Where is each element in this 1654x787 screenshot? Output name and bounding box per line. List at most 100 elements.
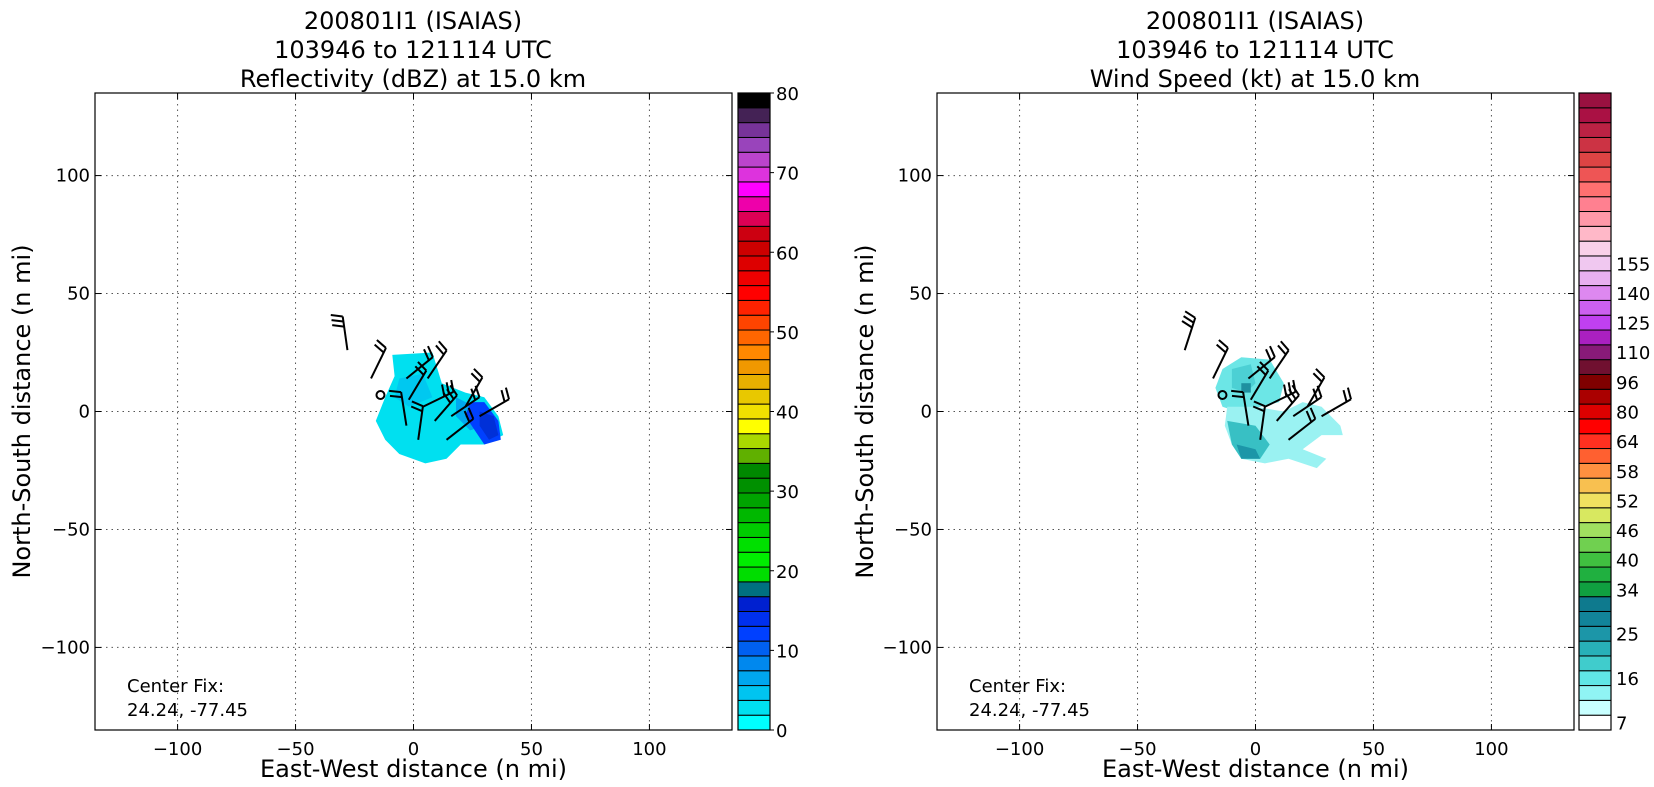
colorbar-cell — [1578, 211, 1612, 227]
colorbar-cell — [1578, 522, 1612, 538]
barb-flag — [1183, 315, 1195, 324]
colorbar-frame — [1578, 92, 1612, 731]
barb-flag — [1256, 365, 1267, 376]
colorbar-cell — [737, 329, 771, 346]
colorbar-cell — [737, 373, 771, 390]
colorbar-cell — [1578, 566, 1612, 583]
barb-flag — [332, 324, 345, 328]
barb-flag — [1346, 387, 1352, 400]
colorbar-tick-label: 110 — [1616, 343, 1650, 364]
barb-shaft — [400, 391, 408, 426]
wind-barb — [1306, 368, 1326, 408]
colorbar-cell — [1578, 714, 1612, 731]
colorbar-cell — [737, 685, 771, 701]
barb-shaft — [1268, 349, 1290, 380]
colorbar-cell — [737, 566, 771, 583]
colorbar-cell — [1578, 122, 1612, 138]
colorbar-cell — [1578, 136, 1612, 153]
colorbar-cell — [737, 388, 771, 405]
colorbar-cell — [1578, 699, 1612, 716]
barb-shaft — [464, 376, 484, 408]
data-field — [375, 352, 504, 464]
y-tick-label: 0 — [79, 402, 90, 423]
barb-shaft — [417, 406, 424, 440]
colorbar-cell — [1578, 418, 1612, 435]
colorbar-tick-label: 58 — [1616, 462, 1639, 483]
colorbar-cell — [737, 448, 771, 464]
barb-flag — [373, 343, 385, 354]
chart-title-line: 103946 to 121114 UTC — [1116, 36, 1394, 64]
colorbar-tick-label: 125 — [1616, 314, 1650, 335]
data-blob — [1227, 420, 1270, 459]
barb-shaft — [1321, 398, 1352, 418]
wind-barb — [1247, 345, 1276, 380]
colorbar-cell — [1578, 462, 1612, 479]
y-tick-label: 0 — [921, 402, 932, 423]
wind-barb — [1212, 339, 1229, 379]
y-tick-label: 100 — [898, 166, 932, 187]
panel-2: 200801I1 (ISAIAS)103946 to 121114 UTCWin… — [851, 7, 1650, 783]
barb-flag — [427, 345, 434, 358]
barb-flag — [1315, 368, 1326, 379]
colorbar-cell — [1578, 477, 1612, 494]
colorbar-tick-label: 60 — [776, 243, 799, 264]
wind-barb — [1231, 389, 1250, 426]
colorbar-cell — [1578, 225, 1612, 242]
barb-flag — [1181, 320, 1193, 329]
colorbar-tick-label: 52 — [1616, 491, 1639, 512]
barb-shaft — [1249, 370, 1270, 401]
colorbar-cell — [737, 403, 771, 420]
data-blob — [1236, 444, 1261, 459]
colorbar-cell — [1578, 655, 1612, 672]
y-tick-label: 50 — [909, 284, 932, 305]
colorbar-cell — [737, 299, 771, 316]
wind-barb — [405, 345, 434, 380]
wind-barb — [370, 339, 387, 379]
colorbar-cell — [737, 181, 771, 198]
colorbar-cell — [737, 699, 771, 716]
barb-shaft — [1306, 376, 1326, 408]
colorbar-cell — [737, 670, 771, 687]
x-tick-label: 50 — [1362, 739, 1385, 760]
colorbar-cell — [737, 240, 771, 257]
barb-shaft — [1247, 356, 1276, 380]
barb-flag — [1184, 310, 1196, 319]
colorbar-cell — [1578, 240, 1612, 257]
barb-flag — [417, 361, 428, 372]
wind-barb — [445, 407, 475, 441]
colorbar-tick-label: 7 — [1616, 714, 1627, 735]
barb-shaft — [1242, 391, 1250, 426]
y-tick-label: −50 — [894, 519, 932, 540]
colorbar-cell — [1578, 536, 1612, 553]
barb-flag — [1284, 392, 1294, 404]
barb-shaft — [426, 349, 448, 380]
barb-flag — [442, 392, 452, 404]
colorbar-cell — [1578, 344, 1612, 361]
barb-flag — [1259, 361, 1270, 372]
barb-flag — [1252, 405, 1265, 413]
x-tick-label: −100 — [153, 739, 202, 760]
colorbar-tick-label: 25 — [1616, 625, 1639, 646]
barb-flag — [435, 344, 445, 356]
colorbar-cell — [737, 477, 771, 494]
colorbar-cell — [737, 285, 771, 301]
barb-shaft — [1287, 418, 1316, 441]
wind-barb — [330, 314, 349, 351]
barb-shaft — [407, 370, 428, 401]
colorbar-cell — [737, 640, 771, 657]
colorbar-cell — [737, 314, 771, 331]
wind-barb — [1321, 387, 1352, 418]
wind-barb — [426, 340, 448, 380]
barb-flag — [504, 387, 510, 400]
barb-flag — [446, 388, 455, 400]
colorbar-tick-label: 10 — [776, 641, 799, 662]
colorbar-tick-label: 50 — [776, 323, 799, 344]
barb-flag — [1312, 372, 1323, 383]
barb-flag — [1231, 389, 1244, 394]
wind-barb — [1287, 407, 1317, 441]
colorbar-cell — [737, 107, 771, 124]
barb-flag — [473, 368, 484, 379]
barb-flag — [389, 389, 402, 394]
colorbar: 7 16 25 34 40 46 52 58 64 80 96 110 125 140 155 — [1578, 92, 1650, 735]
colorbar-cell — [737, 462, 771, 479]
